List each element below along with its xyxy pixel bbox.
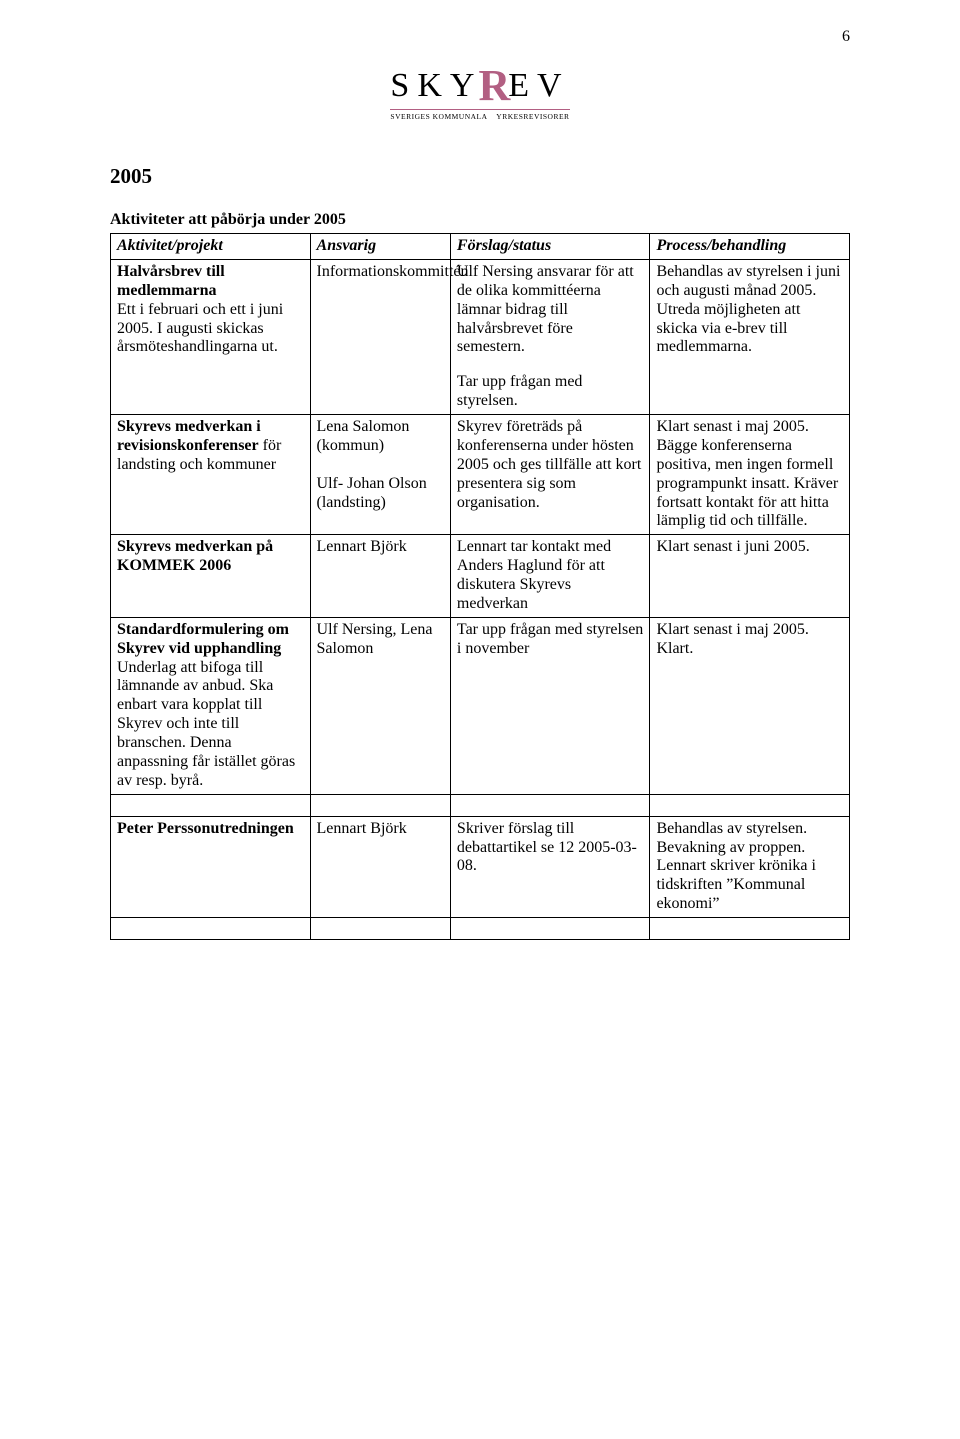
col-ansvarig: Ansvarig — [310, 234, 450, 260]
table-row: Peter Perssonutredningen Lennart Björk S… — [111, 816, 850, 917]
row-status-b: Tar upp frågan med styrelsen. — [457, 373, 644, 411]
row-title: Standardformulering om Skyrev vid upphan… — [117, 621, 289, 657]
row-desc: Ett i februari och ett i juni 2005. I au… — [117, 301, 283, 356]
table-row: Skyrevs medverkan i revisionskonferenser… — [111, 415, 850, 535]
row-process: Klart senast i maj 2005. Klart. — [650, 617, 850, 794]
table-header-row: Aktivitet/projekt Ansvarig Förslag/statu… — [111, 234, 850, 260]
row-process: Klart senast i maj 2005. Bägge konferens… — [650, 415, 850, 535]
logo-text-r: R — [478, 60, 510, 111]
row-desc: Underlag att bifoga till lämnande av anb… — [117, 659, 295, 789]
row-ansvarig: Lena Salomon (kommun) Ulf- Johan Olson (… — [310, 415, 450, 535]
row-status: Tar upp frågan med styrelsen i november — [450, 617, 650, 794]
col-process: Process/behandling — [650, 234, 850, 260]
logo: SKYREV SVERIGES KOMMUNALA YRKESREVISORER — [110, 60, 850, 124]
row-status: Lennart tar kontakt med Anders Haglund f… — [450, 535, 650, 618]
row-ansvarig: Lennart Björk — [310, 816, 450, 917]
row-process: Behandlas av styrelsen. Bevakning av pro… — [650, 816, 850, 917]
row-title: Peter Perssonutredningen — [117, 820, 294, 837]
table-row: Skyrevs medverkan på KOMMEK 2006 Lennart… — [111, 535, 850, 618]
row-title: Skyrevs medverkan i revisionskonferenser — [117, 418, 261, 454]
col-aktivitet: Aktivitet/projekt — [111, 234, 311, 260]
logo-text-left: SKY — [390, 67, 482, 104]
logo-sub-left: SVERIGES KOMMUNALA — [390, 112, 487, 121]
row-process: Behandlas av styrelsen i juni och august… — [650, 259, 850, 414]
table-row-empty — [111, 794, 850, 816]
table-row-empty — [111, 918, 850, 940]
table-row: Standardformulering om Skyrev vid upphan… — [111, 617, 850, 794]
row-title: Skyrevs medverkan på KOMMEK 2006 — [117, 538, 273, 574]
logo-text-right: EV — [508, 67, 569, 104]
row-ansvarig: Informationskommittén — [310, 259, 450, 414]
year-heading: 2005 — [110, 164, 850, 189]
row-status-a: Ulf Nersing ansvarar för att de olika ko… — [457, 263, 644, 357]
row-process: Klart senast i juni 2005. — [650, 535, 850, 618]
table-row: Halvårsbrev till medlemmarna Ett i febru… — [111, 259, 850, 414]
row-ansvarig: Lennart Björk — [310, 535, 450, 618]
section-heading: Aktiviteter att påbörja under 2005 — [110, 211, 850, 229]
activities-table: Aktivitet/projekt Ansvarig Förslag/statu… — [110, 233, 850, 940]
col-forslag: Förslag/status — [450, 234, 650, 260]
row-status: Skyrev företräds på konferenserna under … — [450, 415, 650, 535]
page-number: 6 — [842, 28, 850, 46]
row-status: Skriver förslag till debattartikel se 12… — [450, 816, 650, 917]
logo-sub-right: YRKESREVISORER — [496, 112, 569, 121]
row-title: Halvårsbrev till medlemmarna — [117, 263, 225, 299]
row-ansvarig: Ulf Nersing, Lena Salomon — [310, 617, 450, 794]
